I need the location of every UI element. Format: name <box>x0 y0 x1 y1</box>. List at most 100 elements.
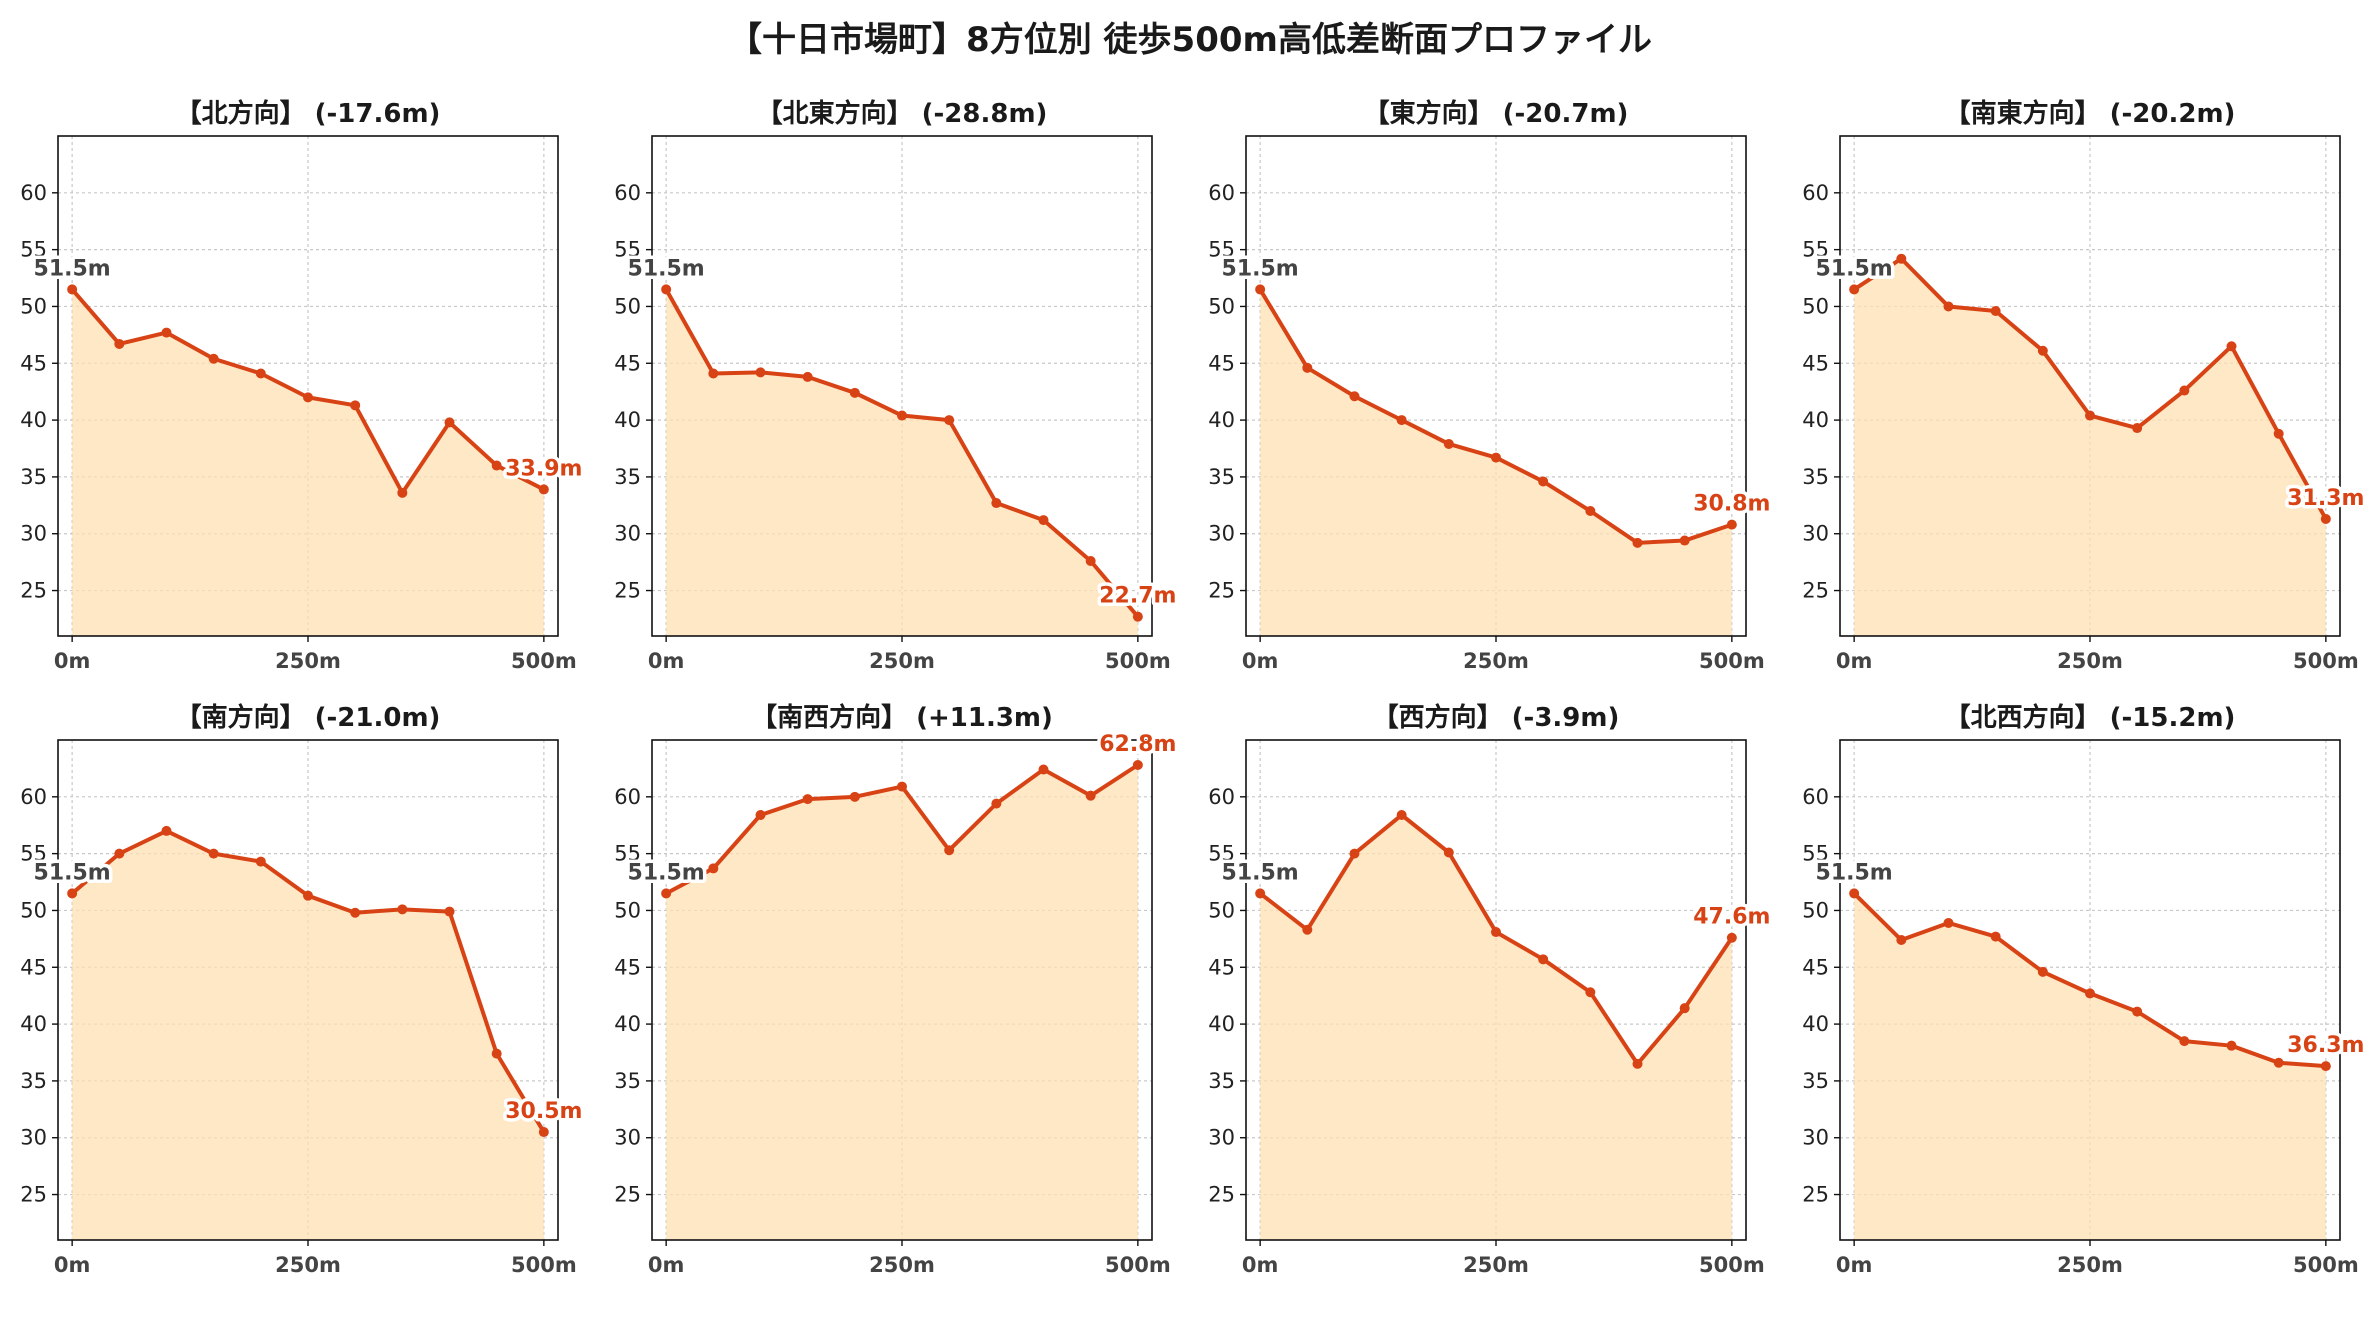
data-point <box>2320 1061 2331 1072</box>
data-point <box>208 848 219 859</box>
y-tick-label: 50 <box>20 898 47 922</box>
end-elevation-label-halo: 22.7m <box>1099 584 1176 609</box>
start-elevation-label-halo: 51.5m <box>628 860 705 885</box>
y-tick-label: 60 <box>1208 181 1235 205</box>
data-point <box>1538 476 1549 487</box>
x-tick-label: 250m <box>2057 1253 2123 1277</box>
end-elevation-label-text: 33.9m <box>505 456 582 481</box>
y-tick-label: 30 <box>614 1126 641 1150</box>
data-point <box>1349 848 1360 859</box>
panel-title: 【南東方向】 (-20.2m) <box>1945 98 2236 129</box>
x-tick-label: 500m <box>1105 649 1171 673</box>
end-elevation-label-text: 22.7m <box>1099 584 1176 609</box>
y-tick-label: 25 <box>1802 1183 1829 1207</box>
elevation-area <box>72 289 544 636</box>
y-tick-label: 60 <box>614 181 641 205</box>
data-point <box>1038 515 1049 526</box>
y-tick-label: 60 <box>20 181 47 205</box>
y-tick-label: 40 <box>614 1012 641 1036</box>
start-elevation-label-text: 51.5m <box>1816 256 1893 281</box>
data-point <box>1255 888 1266 899</box>
data-point <box>944 415 955 426</box>
end-elevation-label-halo: 30.5m <box>505 1099 582 1124</box>
data-point <box>1896 253 1907 264</box>
data-point <box>1396 810 1407 820</box>
y-tick-label: 60 <box>20 785 47 809</box>
data-point <box>1632 537 1643 548</box>
y-tick-label: 50 <box>20 294 47 318</box>
y-tick-label: 25 <box>20 1183 47 1207</box>
data-point <box>1585 506 1596 516</box>
elevation-area <box>1854 893 2326 1240</box>
data-point <box>303 392 313 403</box>
start-elevation-label-halo: 51.5m <box>628 256 705 281</box>
data-point <box>2037 966 2048 977</box>
chart-panel-1: 【北方向】 (-17.6m) 25 30 35 40 45 50 55 60 0m 250m 500m… <box>20 98 586 673</box>
data-point <box>397 904 408 915</box>
data-point <box>2132 1006 2143 1017</box>
start-elevation-label-halo: 51.5m <box>34 256 111 281</box>
start-elevation-label-halo: 51.5m <box>34 860 111 885</box>
x-tick-label: 0m <box>1242 1253 1279 1277</box>
elevation-area <box>72 830 544 1240</box>
data-point <box>661 284 672 295</box>
data-point <box>1726 519 1737 530</box>
x-tick-label: 0m <box>648 1253 685 1277</box>
data-point <box>1085 556 1096 566</box>
elevation-area <box>1260 815 1732 1240</box>
y-tick-label: 35 <box>1802 1069 1829 1093</box>
x-tick-label: 0m <box>1836 1253 1873 1277</box>
data-point <box>2226 1040 2237 1051</box>
y-tick-label: 55 <box>1208 842 1235 866</box>
data-point <box>802 371 813 382</box>
data-point <box>1538 954 1549 965</box>
end-elevation-label-text: 36.3m <box>2287 1033 2364 1058</box>
panel-title: 【東方向】 (-20.7m) <box>1364 98 1629 129</box>
panel-title: 【西方向】 (-3.9m) <box>1373 702 1620 733</box>
data-point <box>1679 535 1690 546</box>
data-point <box>303 890 313 901</box>
end-elevation-label-text: 31.3m <box>2287 486 2364 511</box>
x-tick-label: 0m <box>648 649 685 673</box>
panel-title: 【北東方向】 (-28.8m) <box>757 98 1048 129</box>
end-elevation-label-text: 47.6m <box>1693 905 1770 930</box>
data-point <box>1679 1003 1690 1014</box>
chart-panel-2: 【北東方向】 (-28.8m) 25 30 35 40 45 50 55 60 0m 250m 500… <box>614 98 1180 673</box>
x-tick-label: 250m <box>1463 1253 1529 1277</box>
y-tick-label: 60 <box>1802 181 1829 205</box>
data-point <box>1491 927 1501 938</box>
x-tick-label: 250m <box>2057 649 2123 673</box>
x-tick-label: 500m <box>1699 1253 1765 1277</box>
data-point <box>897 410 907 421</box>
data-point <box>1443 847 1454 858</box>
end-elevation-label-text: 62.8m <box>1099 732 1176 757</box>
data-point <box>755 367 766 378</box>
data-point <box>1396 415 1407 426</box>
y-tick-label: 50 <box>1802 294 1829 318</box>
y-tick-label: 50 <box>1208 898 1235 922</box>
y-tick-label: 45 <box>614 351 641 375</box>
end-elevation-label-halo: 62.8m <box>1099 732 1176 757</box>
data-point <box>161 825 172 836</box>
x-tick-label: 0m <box>1242 649 1279 673</box>
data-point <box>897 781 907 792</box>
data-point <box>2085 988 2095 999</box>
y-tick-label: 25 <box>1208 1183 1235 1207</box>
y-tick-label: 30 <box>1802 522 1829 546</box>
data-point <box>944 845 955 856</box>
y-tick-label: 40 <box>1802 1012 1829 1036</box>
y-tick-label: 45 <box>1208 351 1235 375</box>
y-tick-label: 30 <box>1802 1126 1829 1150</box>
y-tick-label: 55 <box>1802 842 1829 866</box>
data-point <box>538 1127 549 1138</box>
data-point <box>350 400 361 411</box>
data-point <box>444 417 455 428</box>
data-point <box>1443 438 1454 449</box>
